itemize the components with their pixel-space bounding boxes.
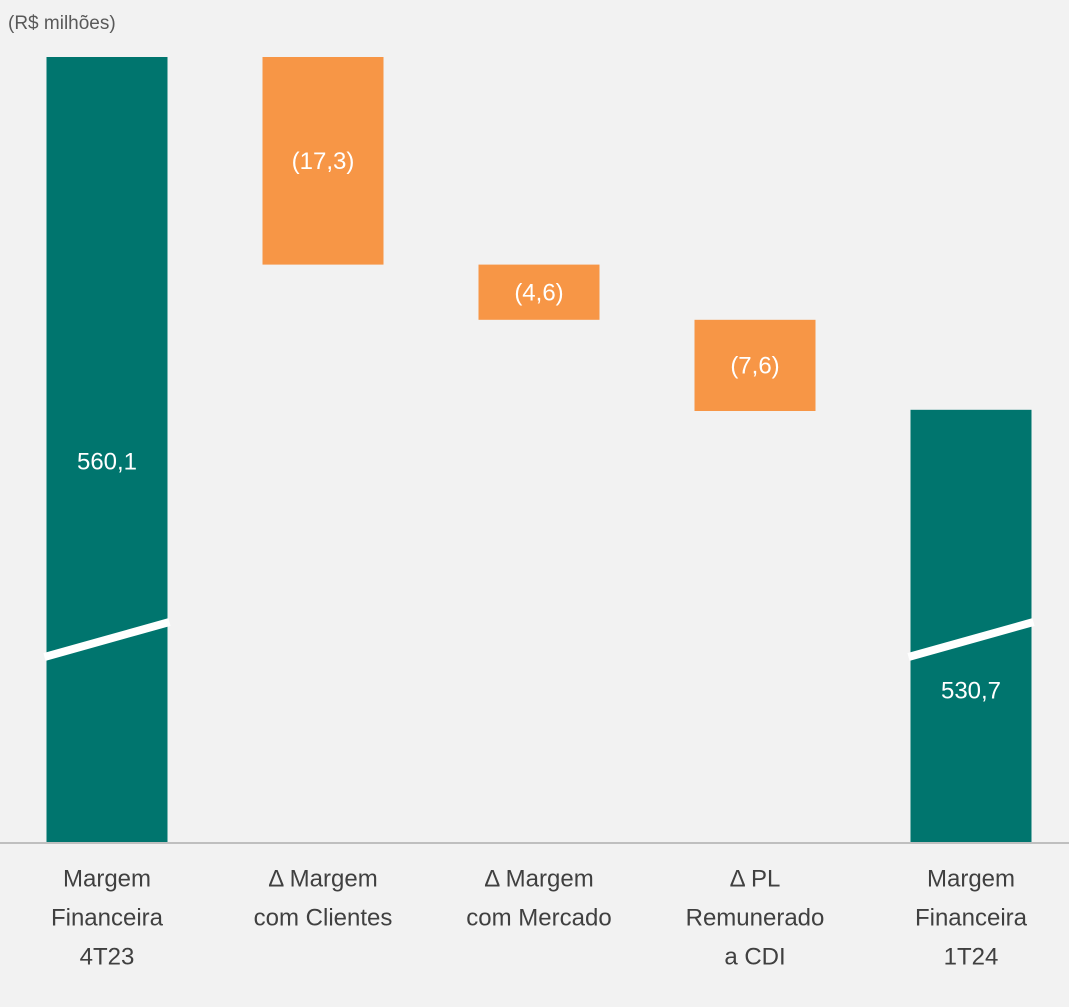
axis-break — [43, 618, 171, 661]
x-tick-label: Financeira — [915, 904, 1028, 931]
x-tick-label: com Mercado — [466, 904, 611, 931]
x-tick-label: com Clientes — [254, 904, 393, 931]
value-label: 530,7 — [941, 677, 1001, 704]
value-label: (17,3) — [292, 148, 355, 175]
value-label: 560,1 — [77, 448, 137, 475]
x-tick-label: Δ PL — [730, 865, 781, 892]
x-tick-label: Δ Margem — [484, 865, 593, 892]
total-bar — [46, 57, 168, 842]
x-tick-label: Margem — [927, 865, 1015, 892]
x-tick-label: Remunerado — [686, 904, 825, 931]
x-tick-label: a CDI — [724, 943, 785, 970]
chart-subtitle: (R$ milhões) — [8, 13, 116, 34]
x-tick-label: 4T23 — [80, 943, 135, 970]
x-tick-label: Margem — [63, 865, 151, 892]
value-label: (7,6) — [730, 353, 779, 380]
delta-bar — [262, 57, 384, 265]
x-tick-label: 1T24 — [944, 943, 999, 970]
x-tick-label: Δ Margem — [268, 865, 377, 892]
value-label: (4,6) — [514, 280, 563, 307]
delta-bar — [694, 319, 816, 411]
x-tick-label: Financeira — [51, 904, 164, 931]
axis-break — [907, 618, 1035, 661]
delta-bar — [478, 264, 600, 320]
